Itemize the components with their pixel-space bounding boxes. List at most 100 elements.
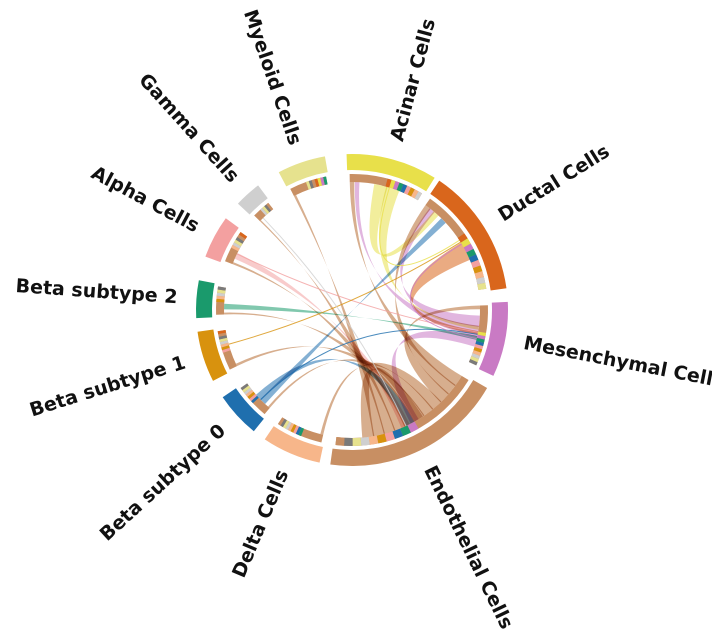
sector-band-segment (221, 345, 230, 351)
sector-arc-gamma-cells (237, 185, 268, 215)
sector-band-segment (474, 344, 484, 350)
sector-label-beta-subtype-2: Beta subtype 2 (15, 275, 178, 308)
sector-arc-delta-cells (264, 426, 323, 463)
sector-band-segment (247, 391, 256, 400)
chord-ductal-cells-to-mesenchymal-cells (410, 242, 479, 335)
sector-arc-beta-subtype-0 (222, 388, 264, 432)
sector-label-endothelial-cells: Endothelial Cells (419, 462, 517, 632)
sector-band-segment (476, 334, 486, 340)
sector-band-segment (477, 282, 487, 290)
sector-band-segment (400, 425, 411, 437)
sector-band-segment (475, 340, 484, 347)
sector-band-segment (317, 177, 323, 187)
sector-band-segment (384, 431, 395, 442)
sector-arcs (196, 154, 508, 467)
sector-band-segment (231, 244, 240, 252)
sector-band-segment (238, 231, 248, 239)
chord-links (224, 182, 480, 438)
sector-band-segment (392, 428, 404, 440)
sector-label-ductal-cells: Ductal Cells (494, 140, 613, 226)
sector-band-segment (243, 387, 252, 395)
chord-endothelial-cells-to-ductal-cells (394, 205, 456, 395)
chord-endothelial-cells-to-beta-subtype-0 (267, 359, 434, 417)
sector-band-segment (219, 337, 228, 343)
sector-band-segment (471, 353, 481, 360)
sector-band-segment (308, 180, 314, 189)
sector-band-segment (472, 265, 483, 274)
sector-band-segment (249, 393, 257, 402)
sector-band-segment (376, 433, 387, 444)
sector-band-segment (460, 238, 471, 248)
sector-band-segment (400, 184, 408, 194)
sector-band-segment (476, 276, 486, 285)
sector-arc-endothelial-cells (330, 380, 488, 467)
sector-color-bands (216, 174, 488, 446)
sector-label-delta-cells: Delta Cells (228, 467, 293, 581)
sector-band-segment (368, 435, 379, 445)
sector-arc-alpha-cells (205, 218, 239, 263)
sector-band-segment (381, 177, 388, 187)
sector-band-segment (237, 234, 246, 242)
chord-endothelial-cells-to-delta-cells (320, 362, 442, 435)
sector-band-segment (473, 347, 483, 353)
sector-band-segment (240, 383, 249, 391)
sector-band-segment (314, 178, 320, 187)
sector-band-segment (352, 437, 362, 446)
chord-thin-line (409, 243, 477, 340)
chord-endothelial-cells-to-endothelial-cells (360, 367, 424, 438)
chord-beta-subtype-0-to-ductal-cells (260, 218, 446, 404)
sector-band-segment (344, 437, 353, 446)
chord-mesenchymal-cells-to-endothelial-cells (391, 330, 478, 424)
sector-band-segment (305, 181, 312, 190)
sector-band-segment (389, 179, 396, 189)
sector-band-segment (360, 436, 370, 446)
sector-band-segment (472, 350, 482, 356)
chord-beta-subtype-2-to-mesenchymal-cells (224, 303, 478, 340)
sector-band-segment (468, 254, 479, 263)
sector-band-segment (282, 420, 290, 429)
chord-acinar-cells-to-ductal-cells (369, 183, 439, 257)
sector-label-acinar-cells: Acinar Cells (386, 16, 440, 143)
sector-band-segment (323, 176, 328, 185)
sector-band-segment (293, 425, 300, 434)
sector-band-acinar-cells (349, 174, 423, 201)
sector-band-segment (466, 248, 477, 258)
sector-label-gamma-cells: Gamma Cells (134, 69, 243, 187)
sector-band-segment (232, 242, 242, 249)
chord-thin-line (228, 241, 461, 345)
sector-label-alpha-cells: Alpha Cells (88, 162, 203, 237)
sector-band-segment (470, 259, 481, 269)
chord-acinar-cells-to-mesenchymal-cells (378, 186, 479, 330)
sector-band-segment (218, 332, 227, 337)
sector-arc-myeloid-cells (278, 156, 328, 187)
sector-band-segment (216, 295, 225, 300)
sector-band-segment (474, 271, 484, 279)
sector-band-segment (320, 177, 325, 186)
sector-band-segment (242, 385, 251, 393)
sector-band-segment (407, 421, 419, 433)
sector-band-segment (414, 191, 423, 201)
sector-band-segment (264, 204, 272, 213)
chord-thin-line (262, 217, 407, 427)
sector-band-segment (216, 298, 225, 303)
sector-arc-beta-subtype-2 (196, 280, 215, 319)
sector-band-segment (280, 418, 287, 428)
sector-band-segment (217, 286, 226, 291)
sector-band-segment (218, 335, 228, 340)
sector-band-segment (251, 395, 259, 404)
sector-band-segment (411, 189, 419, 199)
sector-band-segment (477, 331, 487, 337)
sector-band-segment (385, 178, 392, 188)
sector-band-segment (392, 181, 400, 191)
sector-band-segment (295, 426, 302, 435)
sector-band-segment (335, 437, 345, 446)
sector-band-segment (220, 342, 229, 348)
sector-label-beta-subtype-0: Beta subtype 0 (96, 420, 230, 546)
chord-endothelial-cells-to-myeloid-cells (293, 194, 385, 437)
sector-label-mesenchymal-cells: Mesenchymal Cells (522, 332, 712, 392)
sector-band-segment (217, 330, 227, 335)
sector-band-segment (266, 202, 274, 211)
sector-band-segment (216, 292, 226, 297)
